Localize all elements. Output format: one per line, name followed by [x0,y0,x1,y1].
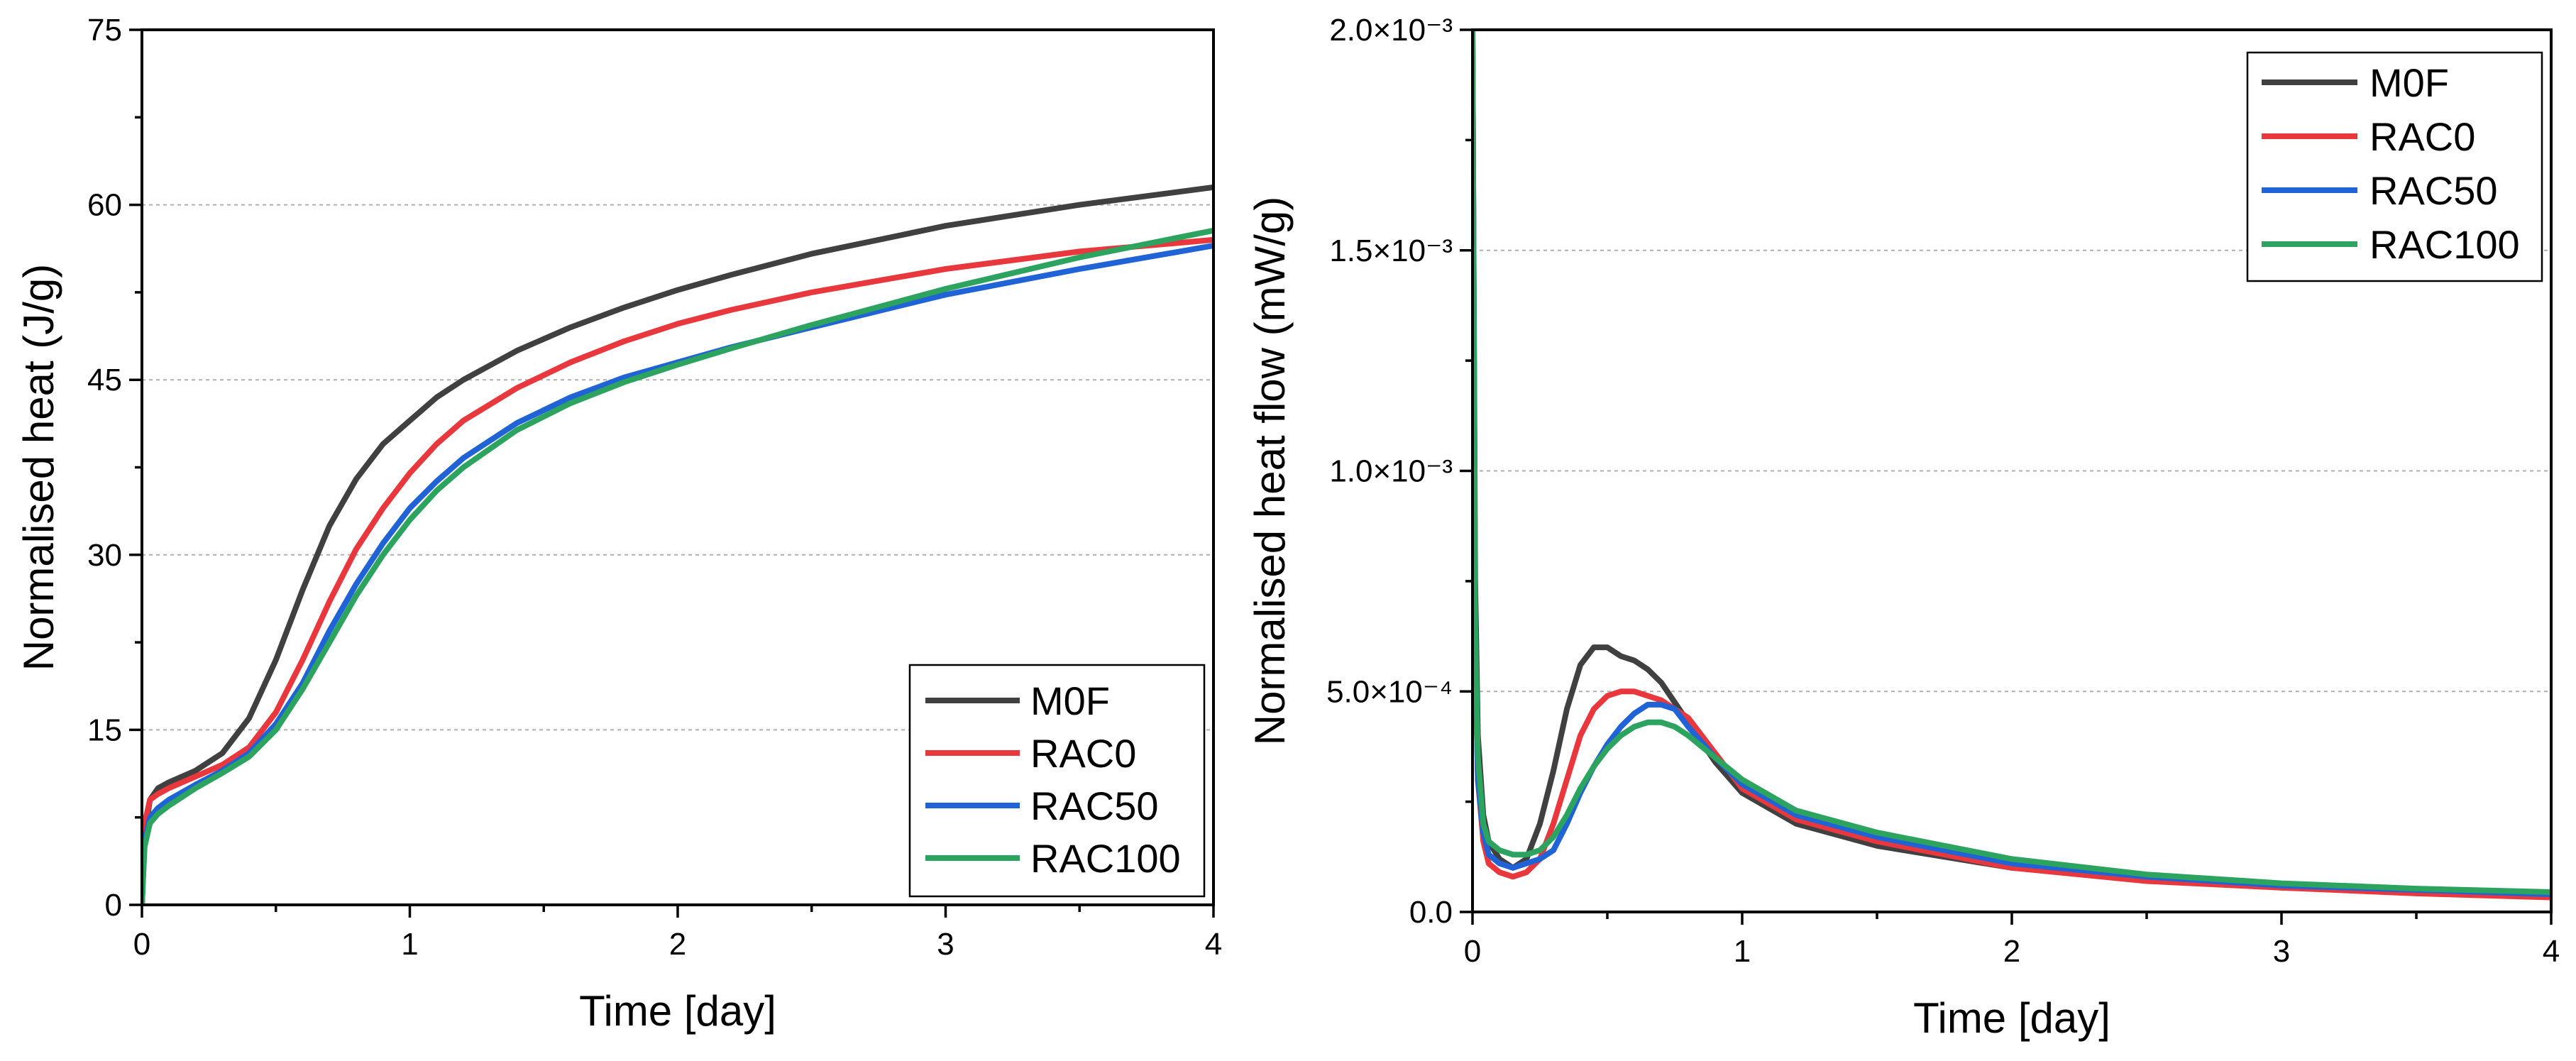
legend: M0F RAC0 RAC50 RAC100 [2246,51,2543,282]
series-line-m0f [142,184,1213,905]
x-tick-label: 2 [2003,934,2020,969]
y-tick-label: 45 [87,363,122,397]
legend-label: RAC0 [1030,731,1136,776]
y-tick-label: 15 [87,713,122,747]
x-tick-label: 4 [1205,927,1222,962]
y-tick-label: 1.5×10⁻³ [1329,233,1453,268]
x-tick-label: 4 [2543,934,2560,969]
y-tick-label: 60 [87,188,122,223]
y-axis-title: Normalised heat (J/g) [15,264,62,671]
heat-chart: 0 1 2 3 4 0 15 30 45 60 75 Time [day] Normalised hea… [15,13,1222,1035]
y-tick-label: 5.0×10⁻⁴ [1326,674,1453,709]
x-tick-label: 0 [133,927,150,962]
series-line-rac100 [142,227,1213,905]
y-tick-label: 2.0×10⁻³ [1329,13,1453,48]
series-line-rac50 [1473,30,2551,898]
x-axis-title: Time [day] [579,987,776,1035]
legend-label: M0F [2369,60,2449,105]
y-axis-title: Normalised heat flow (mW/g) [1246,197,1294,746]
series-line-rac100 [1473,30,2551,895]
legend: M0F RAC0 RAC50 RAC100 [908,664,1206,898]
x-axis-title: Time [day] [1913,994,2110,1042]
x-tick-label: 2 [669,927,686,962]
legend-label: RAC100 [2369,222,2520,267]
x-tick-label: 0 [1464,934,1481,969]
y-tick-label: 30 [87,538,122,573]
x-tick-label: 3 [2273,934,2290,969]
series-line-rac0 [142,236,1213,905]
legend-label: RAC50 [2369,168,2498,213]
x-tick-label: 3 [937,927,954,962]
y-tick-label: 0.0 [1409,895,1453,930]
y-tick-label: 75 [87,13,122,48]
legend-label: RAC100 [1030,836,1181,881]
y-tick-label: 0 [105,888,122,923]
x-tick-label: 1 [1734,934,1751,969]
y-tick-label: 1.0×10⁻³ [1329,454,1453,489]
series-line-rac0 [1473,30,2551,901]
legend-label: RAC50 [1030,784,1159,828]
legend-label: M0F [1030,678,1110,723]
legend-label: RAC0 [2369,114,2475,159]
heat-flow-chart: 0 1 2 3 4 0.0 5.0×10⁻⁴ 1.0×10⁻³ 1.5×10⁻³ 2.0×10⁻³… [1246,13,2560,1042]
x-tick-label: 1 [401,927,418,962]
